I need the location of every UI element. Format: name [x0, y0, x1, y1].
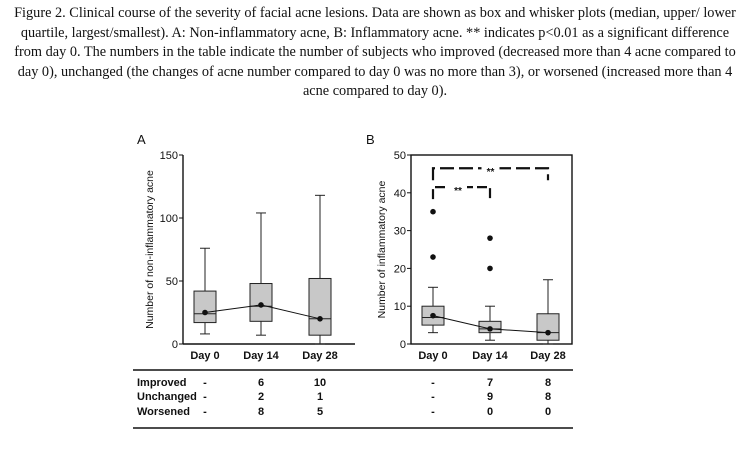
panel-a-mean-point	[317, 316, 323, 322]
panel-b-outlier-point	[430, 254, 436, 260]
panel-b-y-tick-label: 10	[394, 301, 406, 313]
table-cell: 0	[487, 406, 493, 418]
table-cell: 10	[314, 377, 326, 389]
table-cell: -	[431, 406, 435, 418]
table-cell: -	[203, 406, 207, 418]
panel-a-box	[308, 277, 332, 336]
panel-b-significance-label: **	[487, 167, 495, 178]
panel-a-y-tick-label: 0	[172, 339, 178, 351]
panel-b-y-tick-label: 0	[400, 339, 406, 351]
panel-b-outlier-point	[487, 235, 493, 241]
panel-b-category-label: Day 14	[472, 350, 508, 362]
panel-a-category-label: Day 28	[302, 350, 337, 362]
panel-b-label: B	[366, 132, 375, 147]
table-cell: 6	[258, 377, 264, 389]
panel-a-category-label: Day 0	[190, 350, 219, 362]
panel-a-y-tick-label: 150	[160, 150, 178, 162]
figure-caption: Figure 2. Clinical course of the severit…	[14, 5, 736, 99]
panel-a-label: A	[137, 132, 146, 147]
table-row-label: Unchanged	[137, 391, 197, 403]
table-cell: -	[203, 391, 207, 403]
table-cell: 8	[545, 377, 551, 389]
panel-a-y-tick-label: 100	[160, 213, 178, 225]
panel-b-y-tick-label: 40	[394, 188, 406, 200]
panel-a-y-axis-title: Number of non-inflammatory acne	[144, 170, 156, 329]
table-cell: -	[431, 391, 435, 403]
table-cell: -	[431, 377, 435, 389]
table-cell: 0	[545, 406, 551, 418]
panel-b-mean-point	[487, 326, 493, 332]
panel-b-y-tick-label: 50	[394, 150, 406, 162]
panel-b-box	[536, 313, 560, 341]
panel-a-box	[193, 290, 217, 324]
panel-a-mean-point	[202, 309, 208, 316]
panel-b-category-label: Day 28	[530, 350, 565, 362]
panel-b-category-label: Day 0	[418, 350, 447, 362]
table-cell: 8	[258, 406, 264, 418]
table-row-label: Improved	[137, 377, 187, 389]
table-cell: 1	[317, 391, 323, 403]
table-cell: 8	[545, 391, 551, 403]
panel-a-category-label: Day 14	[243, 350, 279, 362]
panel-a-mean-point	[258, 302, 264, 308]
panel-b-significance-bracket	[431, 186, 492, 200]
panel-b-mean-point	[545, 329, 551, 336]
panel-b-y-axis-title: Number of inflammatory acne	[376, 180, 388, 318]
panel-b-outlier-point	[430, 208, 436, 215]
table-cell: 9	[487, 391, 493, 403]
panel-b-significance-gap	[449, 182, 467, 193]
panel-b-significance-gap	[481, 163, 500, 174]
panel-b-mean-point	[430, 312, 436, 319]
panel-a-y-tick-label: 50	[166, 276, 178, 288]
panel-b-significance-label: **	[454, 186, 462, 197]
table-cell: 7	[487, 377, 493, 389]
table-cell: 2	[258, 391, 264, 403]
table-cell: -	[203, 377, 207, 389]
table-row-label: Worsened	[137, 406, 190, 418]
panel-b-y-tick-label: 30	[394, 226, 406, 238]
panel-b-outlier-point	[487, 265, 493, 272]
panel-b-frame	[410, 154, 573, 345]
table-cell: 5	[317, 406, 323, 418]
panel-b-y-tick-label: 20	[394, 263, 406, 275]
